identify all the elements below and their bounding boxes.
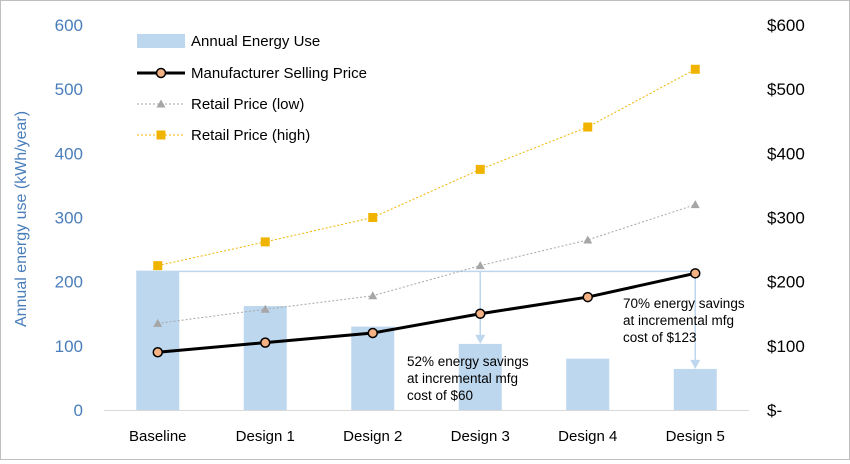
left-tick-label: 300 [55,209,83,228]
legend-label-retail-price-low: Retail Price (low) [191,96,304,113]
point-retail-price-high [368,213,378,222]
bar-baseline [136,271,180,410]
legend-marker-retail-price-low [156,99,166,108]
bar-design-2 [351,326,395,410]
right-tick-label: $300 [767,209,805,228]
annotation-design-5: 70% energy savings at incremental mfg cost… [623,296,745,345]
legend-label-retail-price-high: Retail Price (high) [191,127,310,144]
annotation-line: 70% energy savings [623,296,745,311]
bar-design-3 [458,343,502,410]
legend-swatch-annual-energy-use [137,34,185,48]
point-manufacturer-selling-price [475,308,486,319]
line-retail-price-high [157,68,696,267]
legend-marker-retail-price-high [156,130,166,140]
right-axis: $- $100 $200 $300 $400 $500 $600 [767,16,805,420]
point-retail-price-high [475,164,485,174]
category-label-design-2: Design 2 [343,428,402,445]
bars-layer [136,271,717,410]
point-manufacturer-selling-price [152,347,163,358]
annotation-line: at incremental mfg [407,371,518,386]
y-axis-title: Annual energy use (kWh/year) [13,111,30,327]
right-tick-label: $600 [767,16,805,35]
point-manufacturer-selling-price [260,337,271,348]
reference-lines [136,270,701,369]
x-axis: Baseline Design 1 Design 2 Design 3 Design 4… [104,410,749,445]
point-retail-price-low [368,291,378,300]
line-retail-price-low [157,204,696,324]
point-retail-price-low [475,261,485,270]
line-manufacturer-selling-price [157,271,696,354]
left-tick-label: 500 [55,80,83,99]
right-tick-label: $400 [767,144,805,163]
bar-design-5 [673,368,717,410]
left-tick-label: 200 [55,273,83,292]
right-tick-label: $100 [767,337,805,356]
annotation-line: at incremental mfg [623,313,734,328]
point-retail-price-high [153,261,163,271]
legend-label-annual-energy-use: Annual Energy Use [191,33,320,50]
category-label-design-5: Design 5 [666,428,725,445]
bar-design-1 [243,306,287,410]
bar-design-4 [566,358,610,410]
annotations: 52% energy savings at incremental mfg cost… [407,296,745,403]
annotation-line: 52% energy savings [407,354,529,369]
point-retail-price-high [690,64,700,74]
savings-arrowhead-design-5 [690,359,701,369]
category-label-design-1: Design 1 [236,428,295,445]
annotation-design-3: 52% energy savings at incremental mfg cost… [407,354,529,403]
category-label-baseline: Baseline [129,428,187,445]
point-retail-price-high [260,237,270,247]
annotation-line: cost of $60 [407,388,473,403]
category-label-design-3: Design 3 [451,428,510,445]
right-tick-label: $500 [767,80,805,99]
left-tick-label: 400 [55,144,83,163]
markers-layer [152,64,701,358]
left-axis: 0 100 200 300 400 500 600 [55,16,83,420]
category-label-design-4: Design 4 [558,428,617,445]
right-tick-label: $- [767,401,782,420]
lines-layer [157,68,696,354]
legend-marker-manufacturer-selling-price [155,67,167,79]
right-tick-label: $200 [767,273,805,292]
legend-label-manufacturer-selling-price: Manufacturer Selling Price [191,65,367,82]
point-manufacturer-selling-price [582,291,593,303]
point-manufacturer-selling-price [367,327,378,339]
point-retail-price-high [583,122,593,132]
point-retail-price-low [583,235,593,244]
legend: Annual Energy Use Manufacturer Selling Pr… [137,33,367,144]
savings-arrowhead-design-3 [475,334,486,344]
left-tick-label: 0 [74,401,83,420]
point-manufacturer-selling-price [690,268,701,279]
point-retail-price-low [260,304,270,313]
left-tick-label: 600 [55,16,83,35]
annotation-line: cost of $123 [623,330,697,345]
point-retail-price-low [690,200,700,209]
point-retail-price-low [153,318,163,327]
left-tick-label: 100 [55,337,83,356]
